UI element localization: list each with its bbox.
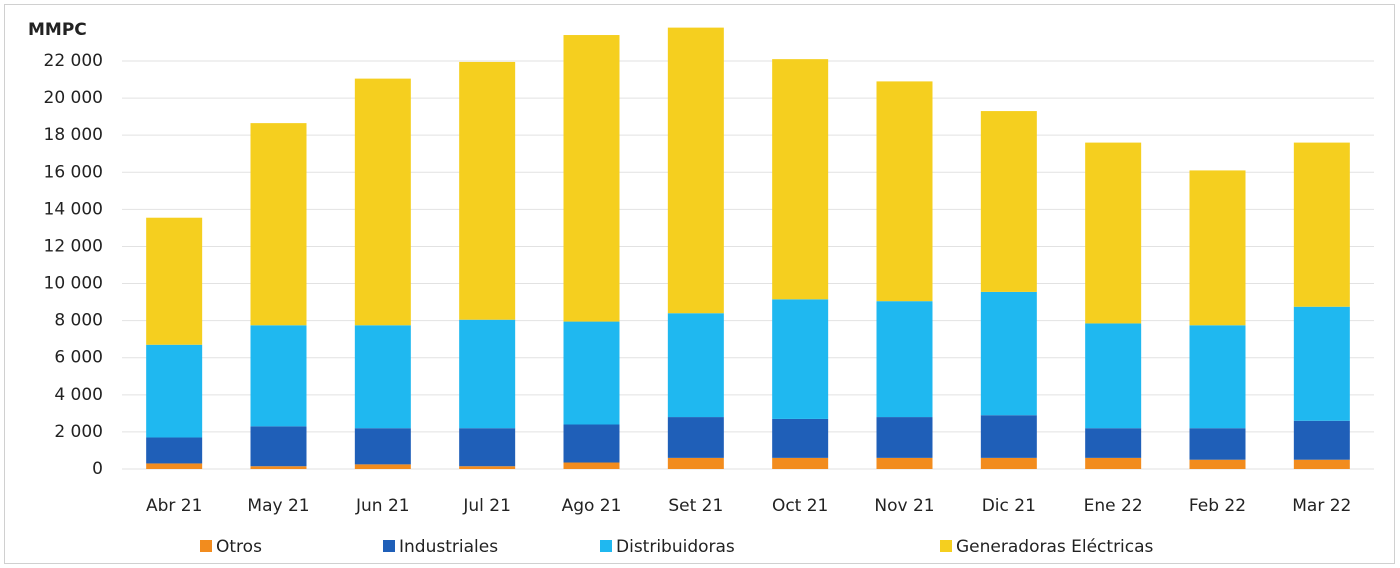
bar-segment <box>772 59 829 300</box>
x-tick-label: Nov 21 <box>874 496 934 516</box>
bar-segment <box>563 35 620 322</box>
x-tick-label: May 21 <box>247 496 309 516</box>
bar-segment <box>459 61 516 320</box>
x-tick-label: Abr 21 <box>146 496 202 516</box>
legend-label: Industriales <box>399 537 498 557</box>
bar-segment <box>1189 170 1246 326</box>
bar-segment <box>876 81 933 302</box>
bar-segment <box>1293 142 1350 307</box>
legend-label: Otros <box>216 537 262 557</box>
y-tick-label: 20 000 <box>44 88 103 108</box>
bar-segment <box>1293 459 1350 469</box>
y-tick-label: 8 000 <box>54 311 103 331</box>
bar-segment <box>667 313 724 418</box>
legend-swatch <box>383 540 395 552</box>
bar-segment <box>563 321 620 425</box>
bar-segment <box>1085 323 1142 429</box>
bar-segment <box>1189 325 1246 429</box>
bar-segment <box>146 463 203 469</box>
x-tick-label: Set 21 <box>668 496 723 516</box>
bar-segment <box>876 457 933 469</box>
bar-segment <box>354 325 411 429</box>
y-tick-label: 0 <box>92 459 103 479</box>
bar-segment <box>250 325 307 427</box>
bar-segment <box>1293 420 1350 460</box>
x-tick-label: Mar 22 <box>1292 496 1351 516</box>
bar-segment <box>250 426 307 467</box>
bar-segment <box>563 462 620 469</box>
bar-segment <box>980 111 1037 292</box>
y-tick-label: 16 000 <box>44 162 103 182</box>
y-tick-label: 18 000 <box>44 125 103 145</box>
bar-segment <box>250 123 307 326</box>
bar-segment <box>980 457 1037 469</box>
y-tick-label: 4 000 <box>54 385 103 405</box>
bar-segment <box>772 299 829 419</box>
x-tick-label: Dic 21 <box>982 496 1036 516</box>
legend-swatch <box>940 540 952 552</box>
bar-segment <box>354 78 411 326</box>
legend-label: Distribuidoras <box>616 537 735 557</box>
bar-segment <box>354 428 411 465</box>
bar-segment <box>354 464 411 469</box>
x-tick-label: Jul 21 <box>462 496 511 516</box>
legend-swatch <box>200 540 212 552</box>
y-tick-label: 14 000 <box>44 199 103 219</box>
bar-segment <box>667 27 724 314</box>
bar-segment <box>980 291 1037 416</box>
y-tick-label: 2 000 <box>54 422 103 442</box>
bar-segment <box>667 417 724 458</box>
bar-segment <box>1189 428 1246 460</box>
y-tick-label: 22 000 <box>44 51 103 71</box>
bar-segment <box>146 217 203 345</box>
bar-segment <box>876 417 933 458</box>
x-tick-label: Ago 21 <box>562 496 622 516</box>
bar-segment <box>459 319 516 429</box>
x-tick-label: Oct 21 <box>772 496 828 516</box>
bar-segment <box>1293 306 1350 421</box>
y-tick-label: 10 000 <box>44 274 103 294</box>
bar-segment <box>146 344 203 438</box>
bar-segment <box>1085 428 1142 458</box>
bar-segment <box>772 457 829 469</box>
bar-segment <box>1085 457 1142 469</box>
bar-segment <box>459 428 516 467</box>
legend-swatch <box>600 540 612 552</box>
bar-segment <box>772 418 829 458</box>
x-tick-label: Jun 21 <box>355 496 410 516</box>
bar-segment <box>146 437 203 464</box>
y-tick-label: 12 000 <box>44 236 103 256</box>
legend-label: Generadoras Eléctricas <box>956 537 1154 557</box>
bar-segment <box>459 466 516 469</box>
bar-segment <box>980 415 1037 458</box>
bar-segment <box>667 457 724 469</box>
bar-segment <box>563 424 620 463</box>
bar-segment <box>1189 459 1246 469</box>
bar-segment <box>876 301 933 418</box>
bar-segment <box>1085 142 1142 324</box>
bar-segment <box>250 466 307 469</box>
x-tick-label: Feb 22 <box>1189 496 1246 516</box>
y-tick-label: 6 000 <box>54 348 103 368</box>
y-axis-label: MMPC <box>28 20 87 40</box>
x-tick-label: Ene 22 <box>1084 496 1143 516</box>
